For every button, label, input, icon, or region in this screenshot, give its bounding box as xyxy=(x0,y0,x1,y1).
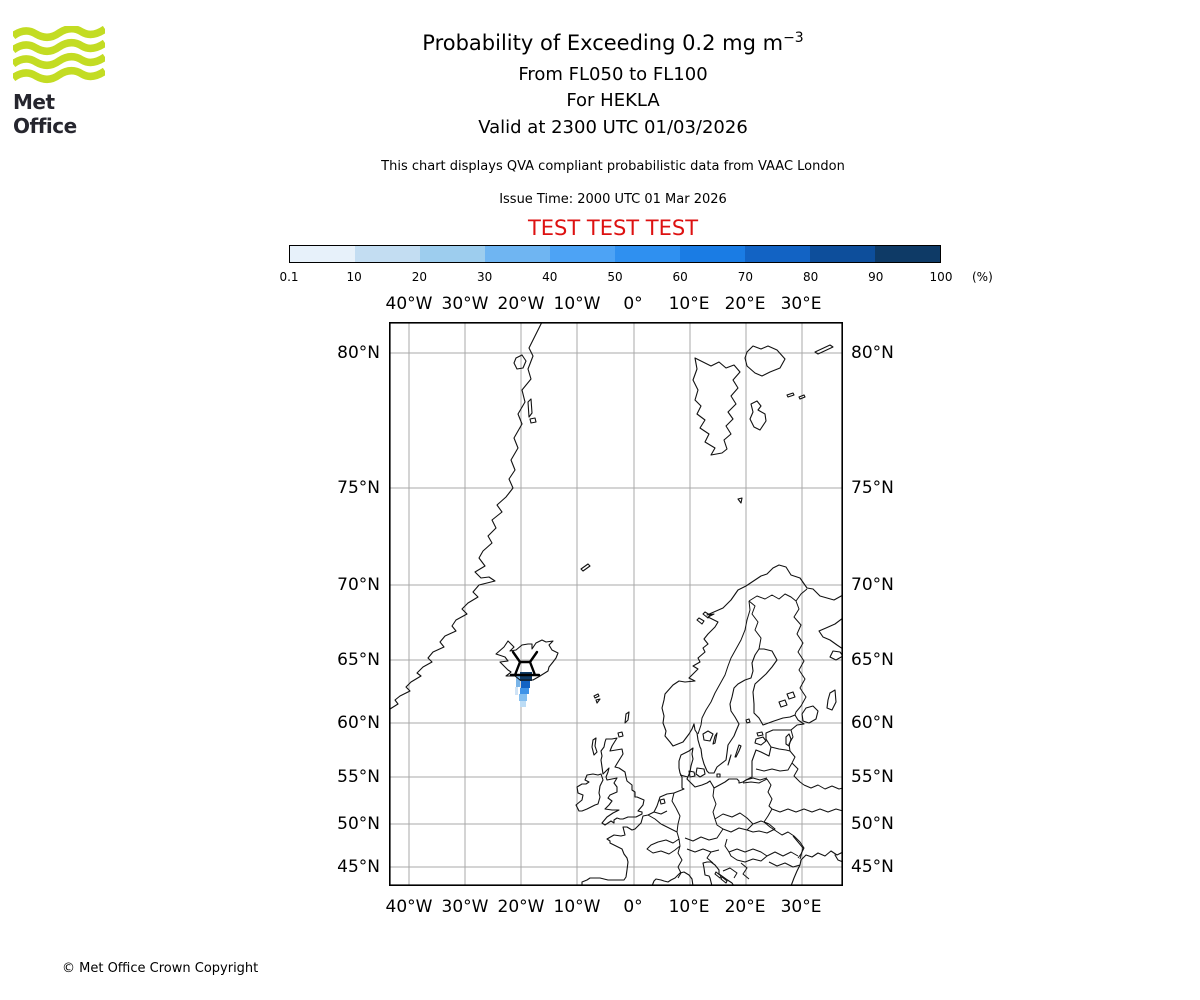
lat-label-left: 75°N xyxy=(337,478,380,498)
map-gridlines xyxy=(389,322,843,886)
test-watermark: TEST TEST TEST xyxy=(527,216,699,240)
met-office-logo: Met Office xyxy=(10,25,113,138)
colorbar-cell xyxy=(355,246,420,262)
colorbar-cell xyxy=(420,246,485,262)
lon-label-top: 10°W xyxy=(553,294,601,314)
lat-label-right: 65°N xyxy=(851,650,894,670)
lon-label-bottom: 10°E xyxy=(668,897,710,917)
lon-label-bottom: 0° xyxy=(623,897,643,917)
map-frame xyxy=(389,322,843,886)
lat-label-left: 55°N xyxy=(337,767,380,787)
colorbar-tick-label: 40 xyxy=(542,270,558,284)
colorbar-tick-label: 10 xyxy=(346,270,362,284)
colorbar-tick-label: 80 xyxy=(802,270,819,284)
colorbar-cell xyxy=(875,246,940,262)
title-exponent: −3 xyxy=(783,30,804,46)
copyright-text: © Met Office Crown Copyright xyxy=(62,961,259,976)
lat-label-right: 80°N xyxy=(851,343,894,363)
lat-label-right: 75°N xyxy=(851,478,894,498)
lon-label-top: 0° xyxy=(623,294,643,314)
lat-label-left: 70°N xyxy=(337,575,380,595)
lon-label-bottom: 40°W xyxy=(385,897,433,917)
lat-label-right: 70°N xyxy=(851,575,894,595)
coastlines xyxy=(389,322,843,886)
lat-label-right: 50°N xyxy=(851,814,894,834)
colorbar-tick-label: 100 xyxy=(929,270,953,284)
lat-label-left: 80°N xyxy=(337,343,380,363)
colorbar-cell xyxy=(680,246,745,262)
volcano-marker xyxy=(509,650,541,677)
colorbar-cell xyxy=(550,246,615,262)
lon-label-top: 30°W xyxy=(441,294,489,314)
lat-label-left: 60°N xyxy=(337,713,380,733)
ash-plume xyxy=(515,672,532,707)
colorbar-cell xyxy=(615,246,680,262)
met-office-waves-icon xyxy=(10,25,108,83)
met-office-logo-text: Met Office xyxy=(13,90,77,138)
colorbar-tick-label: 50 xyxy=(607,270,623,284)
lon-label-bottom: 30°E xyxy=(780,897,822,917)
subtitle-volcano: For HEKLA xyxy=(566,90,660,111)
lat-label-right: 45°N xyxy=(851,857,894,877)
lat-label-left: 65°N xyxy=(337,650,380,670)
colorbar-tick-label: 30 xyxy=(476,270,493,284)
lon-label-top: 20°W xyxy=(497,294,545,314)
colorbar-tick-label: 20 xyxy=(411,270,428,284)
lon-label-top: 30°E xyxy=(780,294,822,314)
lon-label-bottom: 10°W xyxy=(553,897,601,917)
lon-label-top: 40°W xyxy=(385,294,433,314)
lat-label-left: 50°N xyxy=(337,814,380,834)
lon-label-bottom: 20°E xyxy=(724,897,766,917)
lon-label-bottom: 30°W xyxy=(441,897,489,917)
colorbar-tick-label: 60 xyxy=(672,270,688,284)
lon-label-top: 10°E xyxy=(668,294,710,314)
lat-label-left: 45°N xyxy=(337,857,380,877)
colorbar-unit-label: (%) xyxy=(972,270,993,284)
qva-note: This chart displays QVA compliant probab… xyxy=(381,159,845,174)
colorbar-cell xyxy=(290,246,355,262)
map-canvas xyxy=(389,322,843,886)
lat-label-right: 60°N xyxy=(851,713,894,733)
issue-time: Issue Time: 2000 UTC 01 Mar 2026 xyxy=(499,192,727,207)
colorbar-tick-label: 90 xyxy=(868,270,884,284)
page-title: Probability of Exceeding 0.2 mg m−3 xyxy=(422,30,804,55)
colorbar-cell xyxy=(745,246,810,262)
colorbar-tick-label: 0.1 xyxy=(279,270,299,284)
colorbar-cell xyxy=(810,246,875,262)
subtitle-flight-levels: From FL050 to FL100 xyxy=(518,64,708,85)
lon-label-top: 20°E xyxy=(724,294,766,314)
country-borders xyxy=(646,588,843,880)
lon-label-bottom: 20°W xyxy=(497,897,545,917)
subtitle-valid-time: Valid at 2300 UTC 01/03/2026 xyxy=(478,117,748,138)
colorbar-tick-label: 70 xyxy=(737,270,754,284)
colorbar-cell xyxy=(485,246,550,262)
lat-label-right: 55°N xyxy=(851,767,894,787)
probability-colorbar xyxy=(289,245,941,263)
